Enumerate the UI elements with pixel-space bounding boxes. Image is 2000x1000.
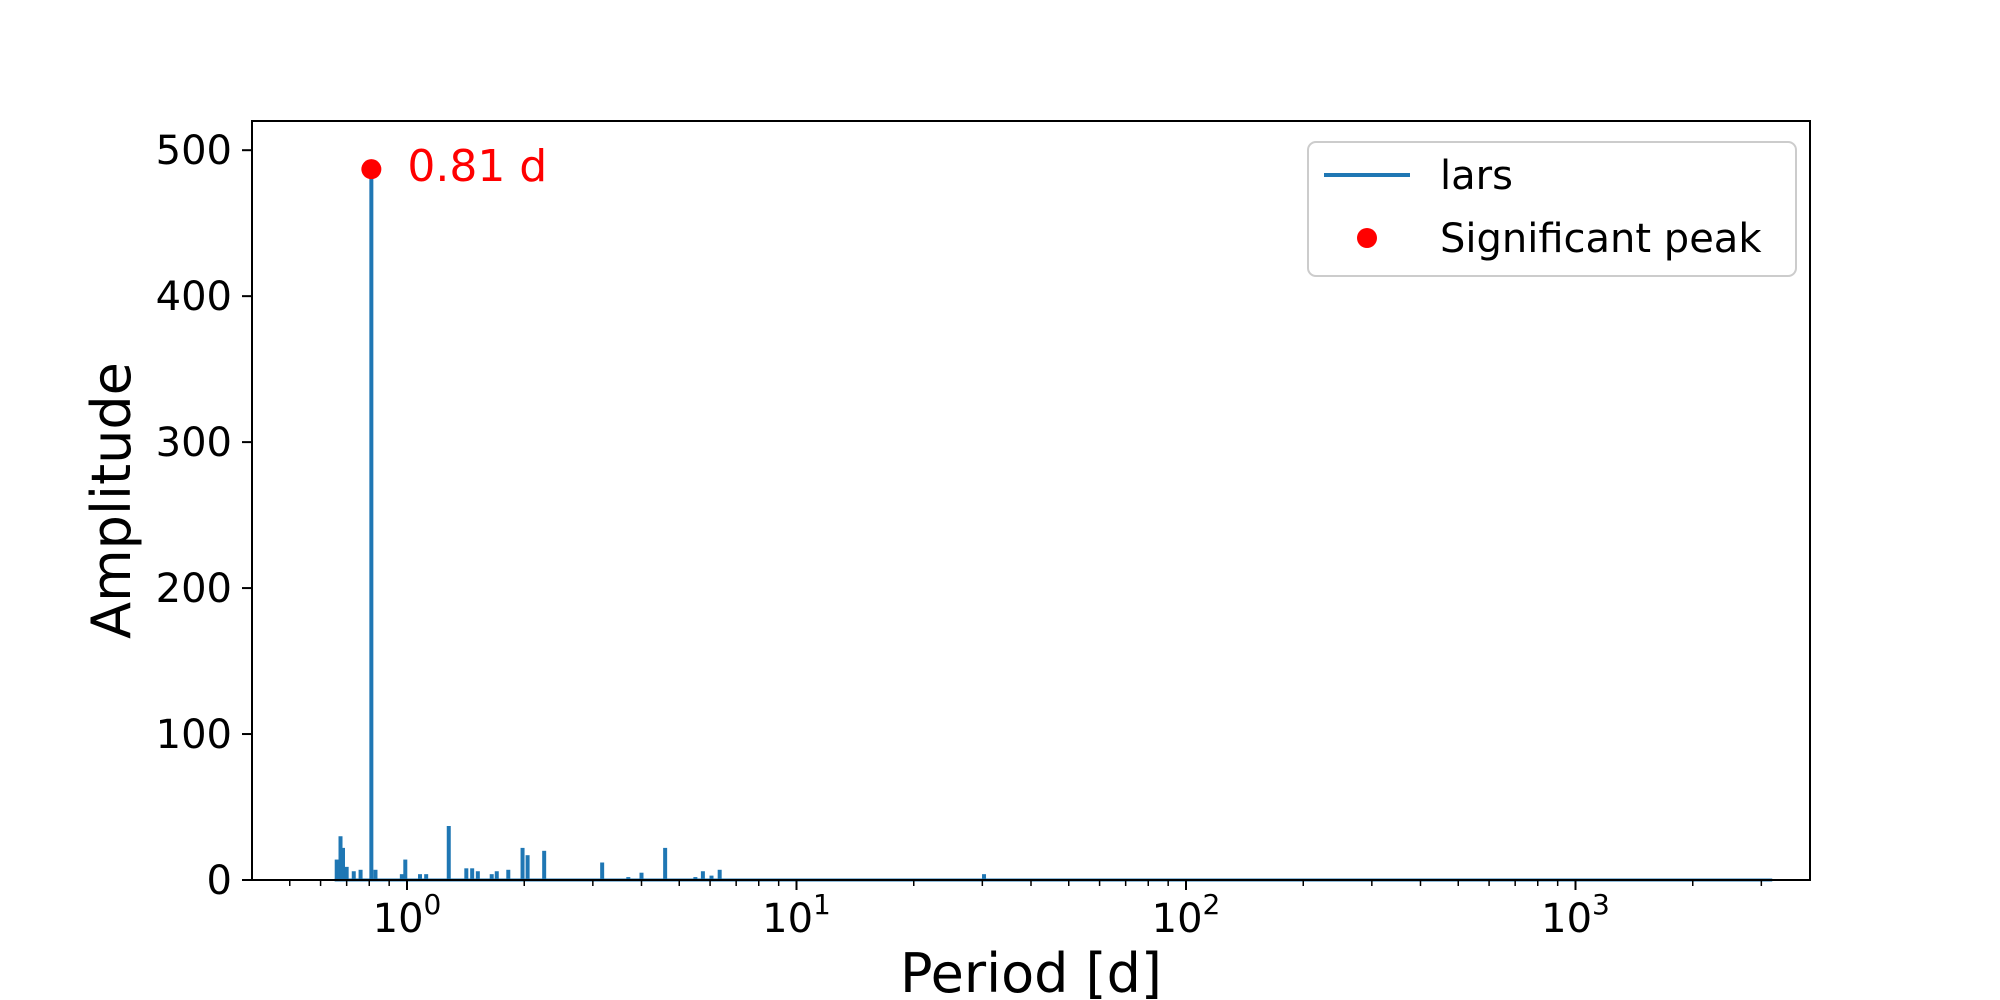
peak-annotation-0: 0.81 d	[407, 141, 547, 192]
x-tick-label-3: 103	[1541, 888, 1610, 942]
y-tick-label-0: 0	[207, 858, 232, 904]
significant-peak-marker-0	[361, 159, 382, 180]
x-axis-label: Period [d]	[900, 942, 1162, 1000]
y-tick-label-1: 100	[156, 712, 232, 758]
y-axis-label: Amplitude	[80, 362, 143, 639]
legend: lars Significant peak	[1307, 141, 1797, 277]
y-tick-label-3: 300	[156, 420, 232, 466]
legend-marker-handle	[1357, 228, 1377, 248]
axes-layer	[242, 120, 1811, 890]
legend-label-significant-peak: Significant peak	[1440, 216, 1762, 262]
legend-box	[1307, 141, 1797, 277]
labels-layer: 0.81 d 0 100 200 300 400 500 100 101 102 103 Period…	[80, 128, 1610, 1000]
legend-label-lars: lars	[1440, 153, 1513, 199]
x-tick-label-2: 102	[1152, 888, 1221, 942]
x-tick-label-0: 100	[373, 888, 442, 942]
x-tick-label-1: 101	[762, 888, 831, 942]
y-tick-label-2: 200	[156, 566, 232, 612]
y-tick-label-4: 400	[156, 274, 232, 320]
y-tick-label-5: 500	[156, 128, 232, 174]
